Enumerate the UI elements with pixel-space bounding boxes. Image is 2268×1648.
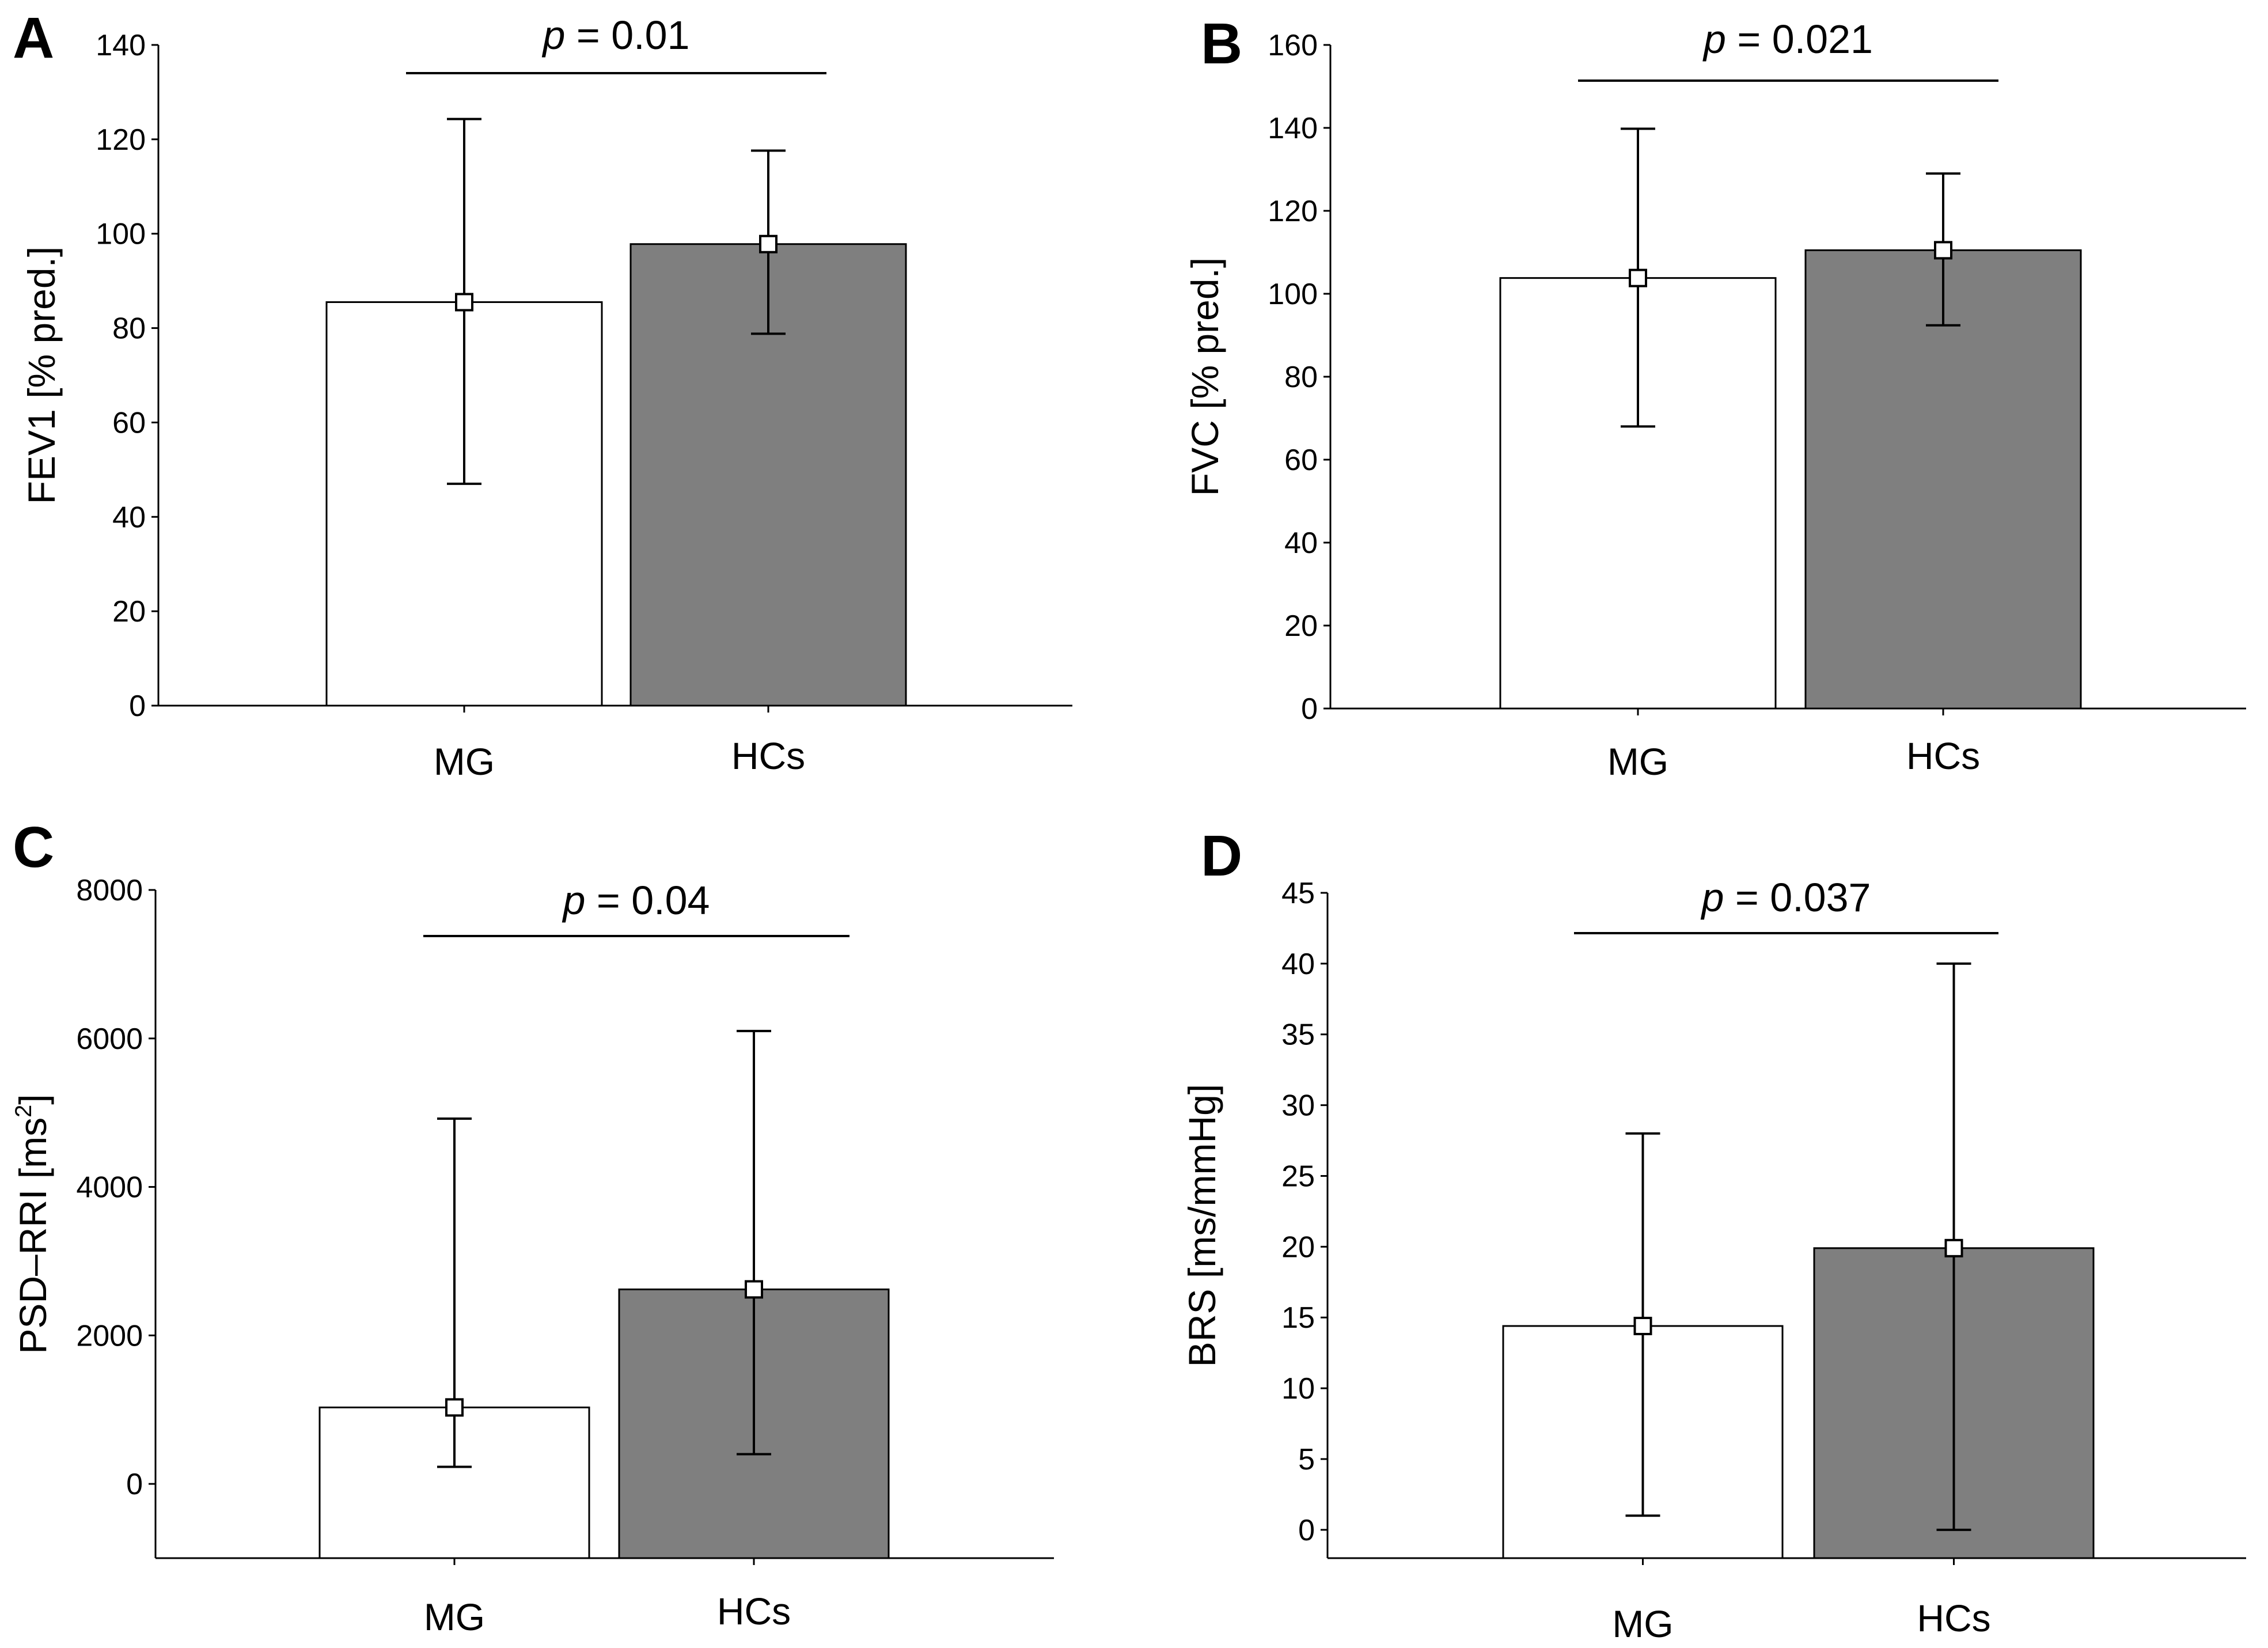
y-tick-label: 140	[1268, 112, 1318, 145]
y-tick-label: 100	[1268, 278, 1318, 311]
panel-a: A 0 20 40 60 80 100 120 140 FEV1 [% pred.] MG HCs p …	[13, 6, 1072, 783]
y-tick-label: 8000	[76, 874, 143, 907]
y-tick-label: 15	[1281, 1301, 1315, 1335]
y-tick-label: 40	[112, 501, 146, 534]
mean-marker-hcs	[1944, 1238, 1963, 1257]
y-tick-label: 120	[1268, 195, 1318, 228]
p-value-label: p = 0.04	[562, 878, 710, 923]
y-tick-label: 40	[1284, 526, 1318, 560]
y-tick-label: 20	[1284, 609, 1318, 643]
y-tick-label: 20	[112, 595, 146, 628]
y-tick-label: 45	[1281, 877, 1315, 910]
category-label: HCs	[717, 1590, 791, 1632]
mean-marker-mg	[1633, 1316, 1652, 1335]
y-axis-title: FVC [% pred.]	[1184, 257, 1226, 496]
mean-marker-hcs	[1934, 241, 1952, 260]
category-label: MG	[424, 1596, 485, 1638]
panel-letter: C	[13, 815, 54, 880]
y-tick-label: 80	[1284, 361, 1318, 394]
y-tick-label: 10	[1281, 1372, 1315, 1405]
y-tick-label: 80	[112, 312, 146, 346]
y-tick-label: 60	[1284, 444, 1318, 477]
y-axis-title-tail: ]	[12, 1094, 54, 1104]
p-value-text: = 0.037	[1724, 875, 1871, 920]
panel-c: C 0 2000 4000 6000 8000 PSD–RRI [ms2] MG HCs p = …	[11, 815, 1054, 1638]
mean-marker-hcs	[745, 1280, 763, 1299]
p-value-text: = 0.01	[565, 13, 689, 58]
p-value-label: p = 0.01	[542, 13, 690, 58]
p-value-label: p = 0.021	[1702, 17, 1873, 62]
mean-marker-mg	[445, 1398, 464, 1417]
category-label: MG	[434, 740, 495, 783]
category-label: MG	[1612, 1602, 1673, 1645]
y-axis-title: PSD–RRI [ms2]	[11, 1094, 54, 1354]
y-tick-label: 35	[1281, 1018, 1315, 1052]
y-tick-label: 60	[112, 406, 146, 440]
panel-letter: B	[1201, 12, 1242, 76]
y-axis-title: FEV1 [% pred.]	[20, 247, 63, 505]
bar-hcs	[1804, 249, 2082, 710]
y-tick-label: 0	[1301, 692, 1318, 726]
mean-marker-hcs	[759, 234, 778, 253]
mean-marker-mg	[1629, 268, 1647, 287]
p-value-text: = 0.021	[1726, 17, 1873, 62]
category-label: HCs	[1917, 1597, 1990, 1639]
y-tick-label: 120	[96, 123, 146, 157]
p-value-symbol: p	[542, 13, 566, 58]
y-axis-title-text: FVC [% pred.]	[1184, 257, 1226, 496]
panel-letter: A	[13, 6, 54, 70]
panel-letter: D	[1201, 824, 1242, 888]
y-tick-label: 160	[1268, 29, 1318, 62]
y-tick-label: 0	[126, 1468, 143, 1501]
y-tick-label: 100	[96, 218, 146, 251]
y-tick-label: 30	[1281, 1089, 1315, 1123]
y-tick-label: 40	[1281, 948, 1315, 981]
panel-b: B 0 20 40 60 80 100 120 140 160 FVC [% pred.] MG HCs…	[1184, 12, 2246, 783]
p-value-symbol: p	[562, 878, 586, 923]
y-axis-title-text: PSD–RRI [ms	[12, 1117, 54, 1354]
category-label: HCs	[731, 734, 805, 777]
y-tick-label: 0	[129, 689, 146, 723]
category-label: MG	[1607, 740, 1668, 783]
y-tick-label: 20	[1281, 1230, 1315, 1264]
mean-marker-mg	[455, 293, 473, 312]
y-tick-label: 0	[1298, 1514, 1315, 1547]
p-value-symbol: p	[1702, 17, 1726, 62]
p-value-label: p = 0.037	[1701, 875, 1871, 920]
y-tick-label: 140	[96, 29, 146, 62]
p-value-symbol: p	[1701, 875, 1724, 920]
category-label: HCs	[1906, 734, 1980, 777]
y-axis-title-text: BRS [ms/mmHg]	[1181, 1084, 1223, 1367]
y-tick-label: 5	[1298, 1443, 1315, 1476]
y-axis-title-text: FEV1 [% pred.]	[20, 247, 63, 505]
y-tick-label: 6000	[76, 1022, 143, 1056]
panel-d: D 0 5 10 15 20 25 30 35 40 45 BRS [ms/mmHg] MG HCs p =…	[1181, 824, 2246, 1645]
p-value-text: = 0.04	[585, 878, 710, 923]
y-tick-label: 2000	[76, 1319, 143, 1353]
y-axis-title-superscript: 2	[11, 1105, 36, 1117]
y-axis-title: BRS [ms/mmHg]	[1181, 1084, 1223, 1367]
y-tick-label: 25	[1281, 1160, 1315, 1193]
y-tick-label: 4000	[76, 1171, 143, 1204]
